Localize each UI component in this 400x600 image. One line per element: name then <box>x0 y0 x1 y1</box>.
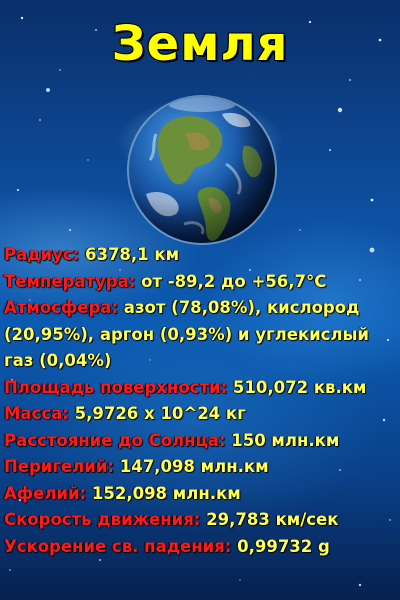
fact-value: 6378,1 км <box>79 245 180 264</box>
fact-label: Масса: <box>4 404 69 423</box>
fact-value: 5,9726 х 10^24 кг <box>68 404 246 423</box>
fact-temperature: Температура: от -89,2 до +56,7°C <box>4 269 398 296</box>
fact-value: азот (78,08%), кислород (20,95%), аргон … <box>4 298 369 370</box>
fact-label: Скорость движения: <box>4 510 201 529</box>
fact-surface-area: Площадь поверхности: 510,072 кв.км <box>4 375 398 402</box>
fact-label: Площадь поверхности: <box>4 377 228 397</box>
planet-facts-list: Радиус: 6378,1 км Температура: от -89,2 … <box>4 242 398 560</box>
page-title: Земля <box>111 15 289 73</box>
fact-aphelion: Афелий: 152,098 млн.км <box>4 481 398 508</box>
fact-label: Перигелий: <box>4 457 114 476</box>
fact-distance-to-sun: Расстояние до Солнца: 150 млн.км <box>4 428 398 455</box>
fact-value: 152,098 млн.км <box>86 483 241 503</box>
fact-radius: Радиус: 6378,1 км <box>4 242 398 269</box>
fact-label: Афелий: <box>4 483 87 503</box>
fact-orbital-speed: Скорость движения: 29,783 км/сек <box>4 507 398 534</box>
fact-label: Расстояние до Солнца: <box>4 430 226 450</box>
fact-value: 29,783 км/сек <box>200 510 339 529</box>
fact-value: 0,99732 g <box>231 536 330 556</box>
fact-label: Ускорение св. падения: <box>4 536 232 556</box>
earth-globe-picture <box>127 95 277 245</box>
fact-mass: Масса: 5,9726 х 10^24 кг <box>4 401 398 428</box>
fact-label: Атмосфера: <box>4 298 119 317</box>
fact-gravity: Ускорение св. падения: 0,99732 g <box>4 534 398 561</box>
fact-label: Температура: <box>4 271 136 291</box>
fact-value: 150 млн.км <box>225 430 340 450</box>
fact-perihelion: Перигелий: 147,098 млн.км <box>4 454 398 481</box>
fact-label: Радиус: <box>4 245 80 264</box>
fact-value: 147,098 млн.км <box>114 457 269 476</box>
fact-atmosphere: Атмосфера: азот (78,08%), кислород (20,9… <box>4 295 398 375</box>
fact-value: от -89,2 до +56,7°C <box>135 271 327 291</box>
fact-value: 510,072 кв.км <box>227 377 367 397</box>
